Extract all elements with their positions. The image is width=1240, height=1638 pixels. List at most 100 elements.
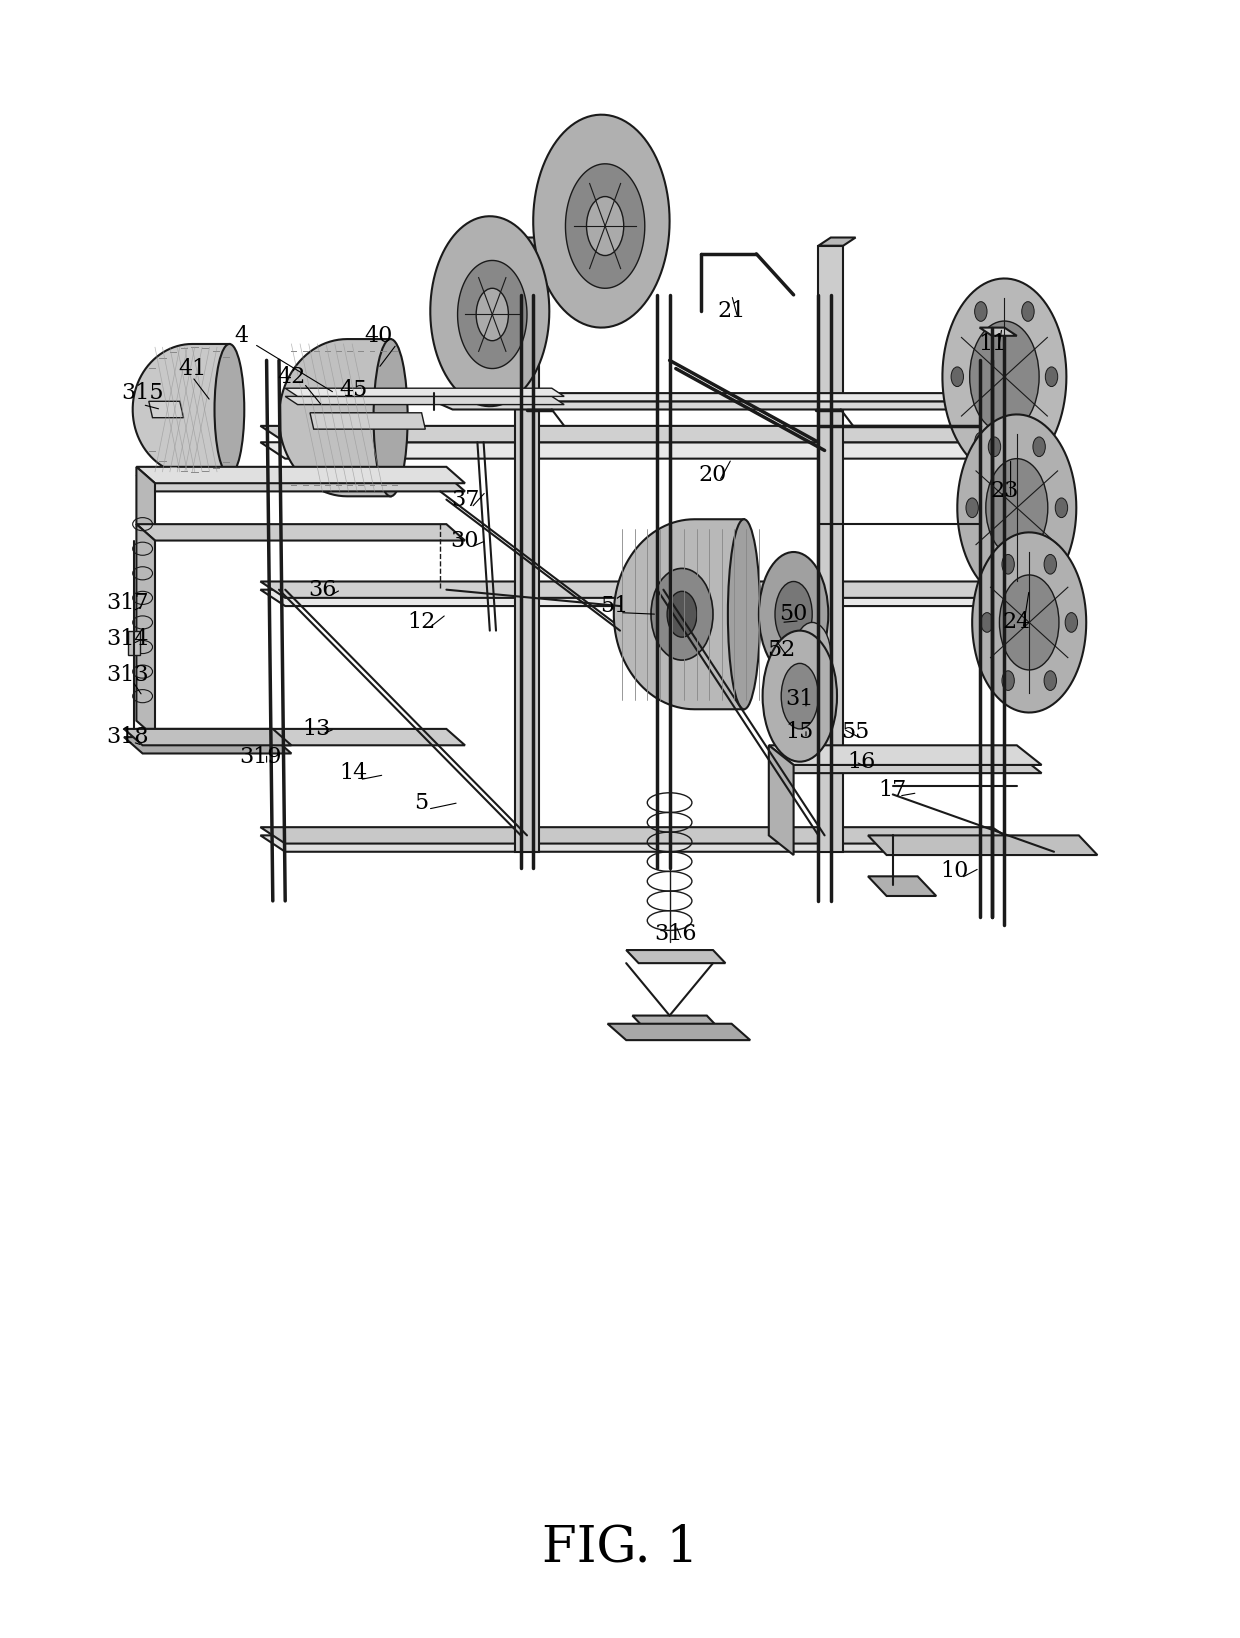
Polygon shape — [626, 950, 725, 963]
Polygon shape — [136, 475, 465, 491]
Ellipse shape — [763, 631, 837, 762]
Text: 315: 315 — [122, 382, 164, 405]
Ellipse shape — [1002, 672, 1014, 691]
Text: 21: 21 — [718, 300, 745, 323]
Text: 37: 37 — [451, 488, 479, 511]
Text: 17: 17 — [879, 778, 906, 801]
Ellipse shape — [1044, 672, 1056, 691]
Text: 318: 318 — [107, 726, 149, 749]
Text: 36: 36 — [309, 578, 336, 601]
Ellipse shape — [794, 622, 831, 688]
Text: 50: 50 — [780, 603, 807, 626]
Polygon shape — [972, 532, 1086, 713]
Text: 5: 5 — [414, 791, 429, 814]
Ellipse shape — [999, 575, 1059, 670]
Ellipse shape — [667, 591, 697, 637]
Text: 51: 51 — [600, 595, 627, 618]
Polygon shape — [565, 164, 645, 288]
Text: 10: 10 — [941, 860, 968, 883]
Polygon shape — [458, 260, 527, 369]
Ellipse shape — [373, 339, 408, 496]
Text: 23: 23 — [991, 480, 1018, 503]
Polygon shape — [533, 115, 670, 328]
Polygon shape — [136, 524, 465, 541]
Polygon shape — [260, 442, 1017, 459]
Polygon shape — [285, 396, 564, 405]
Ellipse shape — [981, 613, 993, 632]
Polygon shape — [285, 388, 564, 396]
Ellipse shape — [1045, 367, 1058, 387]
Polygon shape — [769, 745, 1042, 765]
Ellipse shape — [970, 321, 1039, 432]
Polygon shape — [260, 426, 1017, 442]
Polygon shape — [434, 393, 986, 401]
Polygon shape — [868, 876, 936, 896]
Text: 45: 45 — [340, 378, 367, 401]
Polygon shape — [124, 729, 291, 745]
Text: 12: 12 — [408, 611, 435, 634]
Polygon shape — [942, 278, 1066, 475]
Text: 52: 52 — [768, 639, 795, 662]
Polygon shape — [310, 413, 425, 429]
Polygon shape — [260, 827, 1017, 844]
Polygon shape — [614, 519, 744, 709]
Ellipse shape — [1033, 559, 1045, 578]
Text: 314: 314 — [107, 627, 149, 650]
Polygon shape — [149, 401, 184, 418]
Polygon shape — [260, 581, 1017, 598]
Ellipse shape — [1002, 554, 1014, 573]
Text: 30: 30 — [451, 529, 479, 552]
Text: 13: 13 — [303, 717, 330, 740]
Ellipse shape — [951, 367, 963, 387]
Polygon shape — [818, 238, 856, 246]
Text: 313: 313 — [107, 663, 149, 686]
Text: 11: 11 — [978, 333, 1006, 355]
Ellipse shape — [1022, 301, 1034, 321]
Ellipse shape — [986, 459, 1048, 557]
Polygon shape — [128, 631, 140, 655]
Polygon shape — [124, 737, 291, 753]
Polygon shape — [279, 339, 391, 496]
Ellipse shape — [728, 519, 760, 709]
Ellipse shape — [215, 344, 244, 475]
Ellipse shape — [975, 432, 987, 452]
Polygon shape — [769, 745, 794, 855]
Polygon shape — [260, 590, 1017, 606]
Ellipse shape — [775, 581, 812, 647]
Polygon shape — [632, 1016, 719, 1029]
Polygon shape — [608, 1024, 750, 1040]
Polygon shape — [434, 401, 986, 410]
Ellipse shape — [988, 559, 1001, 578]
Text: 316: 316 — [655, 922, 697, 945]
Ellipse shape — [759, 552, 828, 676]
Text: 20: 20 — [699, 464, 727, 486]
Polygon shape — [515, 246, 539, 852]
Text: 41: 41 — [179, 357, 206, 380]
Text: 31: 31 — [786, 688, 813, 711]
Polygon shape — [515, 238, 552, 246]
Text: 14: 14 — [340, 762, 367, 785]
Polygon shape — [818, 246, 843, 852]
Polygon shape — [868, 835, 1097, 855]
Ellipse shape — [1022, 432, 1034, 452]
Text: 317: 317 — [107, 591, 149, 614]
Ellipse shape — [966, 498, 978, 518]
Text: FIG. 1: FIG. 1 — [542, 1523, 698, 1572]
Text: 42: 42 — [278, 365, 305, 388]
Text: 319: 319 — [239, 745, 281, 768]
Polygon shape — [769, 753, 1042, 773]
Ellipse shape — [651, 568, 713, 660]
Text: 55: 55 — [842, 721, 869, 744]
Ellipse shape — [587, 197, 624, 256]
Text: 16: 16 — [848, 750, 875, 773]
Polygon shape — [430, 216, 549, 406]
Ellipse shape — [476, 288, 508, 341]
Polygon shape — [136, 729, 465, 745]
Polygon shape — [136, 524, 155, 737]
Polygon shape — [957, 414, 1076, 601]
Polygon shape — [136, 467, 155, 541]
Text: 15: 15 — [786, 721, 813, 744]
Text: 40: 40 — [365, 324, 392, 347]
Polygon shape — [260, 835, 1017, 852]
Ellipse shape — [1055, 498, 1068, 518]
